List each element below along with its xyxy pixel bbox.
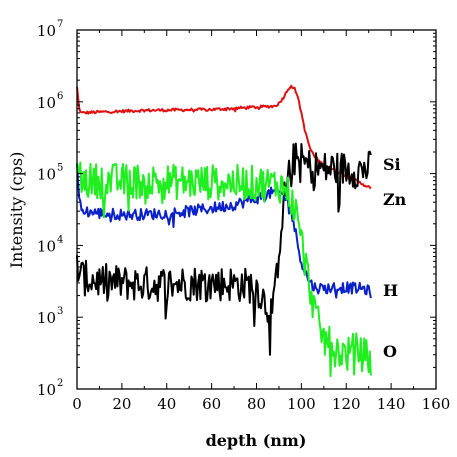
y-tick-label: 10: [37, 381, 56, 399]
y-tick-label: 10: [37, 166, 56, 184]
y-tick-label: 10: [37, 309, 56, 327]
y-tick-label: 10: [37, 237, 56, 255]
y-tick-label: 10: [37, 94, 56, 112]
series-layer: [76, 84, 372, 378]
y-tick-exponent: 5: [57, 163, 63, 174]
plot-frame: [76, 29, 437, 390]
label-layer: Zn Si H O: [383, 155, 407, 361]
x-tick-label: 20: [112, 395, 131, 413]
y-axis-title: Intensity (cps): [7, 152, 26, 269]
x-tick-label: 140: [377, 395, 406, 413]
x-tick-label: 40: [157, 395, 176, 413]
y-tick-exponent: 3: [57, 306, 63, 317]
series-line-o: [76, 161, 372, 378]
x-tick-label: 60: [202, 395, 221, 413]
y-tick-label: 10: [37, 22, 56, 40]
y-tick-exponent: 6: [57, 91, 63, 102]
y-tick-exponent: 2: [57, 378, 63, 389]
y-tick-exponent: 7: [57, 19, 63, 30]
x-tick-label: 100: [287, 395, 316, 413]
series-label-o: O: [383, 342, 397, 361]
y-tick-exponent: 4: [57, 234, 63, 245]
x-tick-label: 160: [422, 395, 451, 413]
series-label-zn: Zn: [383, 190, 407, 209]
series-line-si: [76, 142, 372, 356]
series-line-h: [76, 163, 372, 299]
x-tick-label: 120: [332, 395, 361, 413]
series-label-si: Si: [383, 155, 401, 174]
x-tick-label: 80: [247, 395, 266, 413]
series-label-h: H: [383, 281, 398, 300]
x-tick-label: 0: [72, 395, 82, 413]
x-axis-title: depth (nm): [206, 431, 307, 450]
